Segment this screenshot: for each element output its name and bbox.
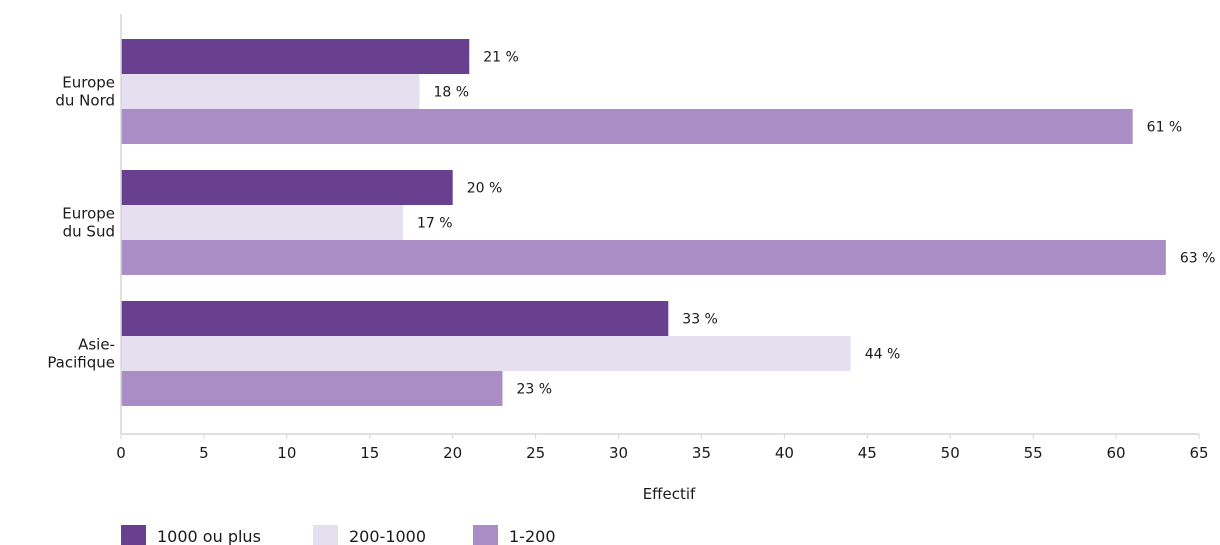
category-label-3-line-1: Asie-	[78, 336, 115, 354]
x-tick-label-50: 50	[941, 444, 960, 462]
bar-1-series-3	[121, 109, 1133, 144]
data-label-3-series-1: 33 %	[682, 312, 718, 328]
data-labels-group: 21 % 18 % 61 % 20 % 17 % 63 % 33 % 44 % 23 %	[417, 50, 1215, 398]
legend-swatch-1	[121, 525, 146, 545]
bar-3-series-3	[121, 371, 503, 406]
bar-1-series-1	[121, 39, 470, 74]
x-tick-label-15: 15	[360, 444, 379, 462]
category-label-1-line-1: Europe	[62, 74, 115, 92]
x-tick-label-30: 30	[609, 444, 628, 462]
bar-1-series-2	[121, 74, 420, 109]
bar-2-series-2	[121, 205, 403, 240]
x-tick-label-60: 60	[1107, 444, 1126, 462]
x-tick-label-10: 10	[277, 444, 296, 462]
legend-label-3: 1-200	[509, 527, 556, 545]
x-tick-label-20: 20	[443, 444, 462, 462]
category-label-2-line-1: Europe	[62, 205, 115, 223]
data-label-2-series-1: 20 %	[467, 181, 503, 197]
x-tick-label-65: 65	[1189, 444, 1208, 462]
category-label-1-line-2: du Nord	[55, 92, 115, 110]
x-tick-label-55: 55	[1024, 444, 1043, 462]
legend-swatch-3	[473, 525, 498, 545]
x-tick-label-35: 35	[692, 444, 711, 462]
data-label-1-series-2: 18 %	[434, 85, 470, 101]
bars-group	[121, 39, 1166, 406]
x-tick-label-40: 40	[775, 444, 794, 462]
data-label-2-series-2: 17 %	[417, 216, 453, 232]
bar-2-series-1	[121, 170, 453, 205]
x-ticks-group: 0 5 10 15 20 25 30 35 40 45 50 55 60 65	[116, 434, 1209, 462]
category-label-3-line-2: Pacifique	[47, 354, 115, 372]
data-label-3-series-2: 44 %	[865, 347, 901, 363]
x-tick-label-0: 0	[116, 444, 126, 462]
x-tick-label-45: 45	[858, 444, 877, 462]
data-label-1-series-3: 61 %	[1147, 120, 1183, 136]
legend-swatch-2	[313, 525, 338, 545]
category-label-2-line-2: du Sud	[63, 223, 115, 241]
bar-3-series-2	[121, 336, 851, 371]
legend-label-1: 1000 ou plus	[157, 527, 261, 545]
legend: 1000 ou plus 200-1000 1-200	[121, 525, 556, 545]
x-axis-title: Effectif	[643, 485, 696, 503]
bar-2-series-3	[121, 240, 1166, 275]
x-tick-label-5: 5	[199, 444, 209, 462]
data-label-1-series-1: 21 %	[483, 50, 519, 66]
data-label-3-series-3: 23 %	[516, 382, 552, 398]
data-label-2-series-3: 63 %	[1180, 251, 1216, 267]
x-tick-label-25: 25	[526, 444, 545, 462]
bar-3-series-1	[121, 301, 669, 336]
legend-label-2: 200-1000	[349, 527, 426, 545]
